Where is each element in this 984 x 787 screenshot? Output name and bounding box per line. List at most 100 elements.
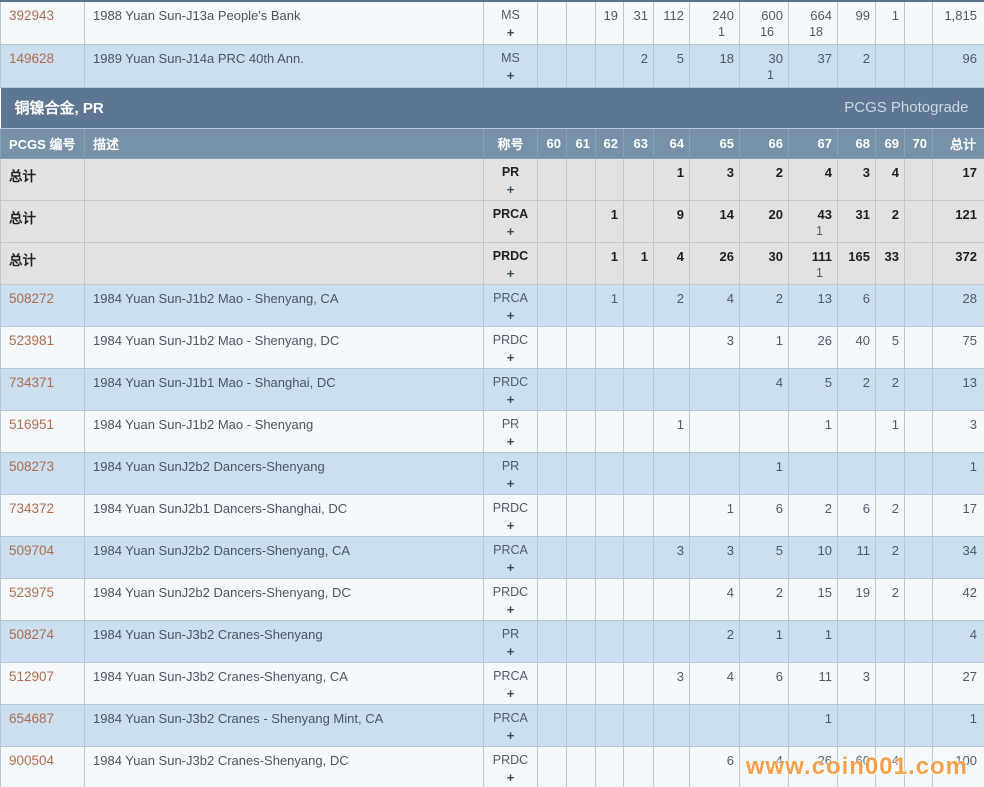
coin-description [84, 157, 484, 201]
grade-67-cell: 1 [788, 703, 838, 747]
grade-68-cell [837, 619, 876, 663]
plus-designation-label: + [506, 67, 515, 83]
table-row: 392943 1988 Yuan Sun-J13a People's Bank … [0, 0, 984, 45]
grade-61-cell [566, 451, 596, 495]
grade-61-cell [566, 241, 596, 285]
grade-66-cell: 6 [739, 493, 789, 537]
grade-60-cell [537, 157, 567, 201]
designation-label: PRDC [492, 752, 529, 767]
grade-68-cell: 19 [837, 577, 876, 621]
grade-65-cell [689, 703, 740, 747]
grade-67-cell [788, 451, 838, 495]
photograde-label: PCGS Photograde [844, 99, 969, 116]
grade-70-cell [904, 451, 933, 495]
designation-label: PR [501, 458, 520, 473]
pcgs-number-link[interactable]: 392943 [0, 0, 85, 45]
grade-62-cell [595, 43, 624, 88]
pcgs-number-link[interactable]: 508273 [0, 451, 85, 495]
grade-61-cell [566, 157, 596, 201]
grade-68-cell: 60 [837, 745, 876, 787]
grade-63-cell: 31 [623, 0, 654, 45]
coin-description: 1984 Yuan SunJ2b2 Dancers-Shenyang, CA [84, 535, 484, 579]
grade-69-cell [875, 661, 905, 705]
grade-62-cell [595, 493, 624, 537]
grade-64-cell [653, 703, 690, 747]
grade-69-cell [875, 43, 905, 88]
grade-61-cell [566, 367, 596, 411]
plus-designation-label: + [506, 391, 515, 407]
plus-designation-label: + [506, 25, 515, 40]
grade-68-cell: 2 [837, 43, 876, 88]
grade-70-cell [904, 493, 933, 537]
pcgs-number-link[interactable]: 149628 [0, 43, 85, 88]
designation-cell: PRCA + [483, 661, 538, 705]
designation-cell: PRDC + [483, 241, 538, 285]
grade-67-cell: 43 1 [788, 199, 838, 243]
table-top-rows: 392943 1988 Yuan Sun-J13a People's Bank … [0, 0, 984, 88]
coin-description: 1984 Yuan SunJ2b2 Dancers-Shenyang, DC [84, 577, 484, 621]
grade-70-cell [904, 745, 933, 787]
header-grade-70: 70 [904, 127, 933, 159]
pcgs-number-link[interactable]: 509704 [0, 535, 85, 579]
plus-designation-label: + [506, 685, 515, 701]
pcgs-number-link[interactable]: 734371 [0, 367, 85, 411]
grade-62-cell [595, 535, 624, 579]
grade-66-cell [739, 703, 789, 747]
plus-designation-label: + [506, 769, 515, 785]
pcgs-number-link[interactable]: 523975 [0, 577, 85, 621]
designation-label: MS [501, 8, 520, 22]
row-total: 34 [932, 535, 984, 579]
grade-68-cell: 6 [837, 283, 876, 327]
row-total: 13 [932, 367, 984, 411]
table-row: 508273 1984 Yuan SunJ2b2 Dancers-Shenyan… [0, 451, 984, 495]
grade-61-cell [566, 535, 596, 579]
grade-67-cell: 26 [788, 745, 838, 787]
grade-68-cell: 11 [837, 535, 876, 579]
row-total: 1,815 [932, 0, 984, 45]
grade-69-cell: 33 [875, 241, 905, 285]
row-total: 17 [932, 157, 984, 201]
pcgs-number-link[interactable]: 508272 [0, 283, 85, 327]
grade-61-cell [566, 0, 596, 45]
grade-60-cell [537, 0, 567, 45]
grade-68-cell [837, 703, 876, 747]
pcgs-number-link[interactable]: 654687 [0, 703, 85, 747]
plus-designation-label: + [506, 517, 515, 533]
pcgs-number-link[interactable]: 512907 [0, 661, 85, 705]
designation-cell: PR + [483, 451, 538, 495]
coin-description: 1984 Yuan Sun-J1b2 Mao - Shenyang, CA [84, 283, 484, 327]
grade-63-cell [623, 157, 654, 201]
pcgs-number-link[interactable]: 516951 [0, 409, 85, 453]
row-total: 96 [932, 43, 984, 88]
coin-description: 1988 Yuan Sun-J13a People's Bank [84, 0, 484, 45]
row-total: 372 [932, 241, 984, 285]
grade-68-cell: 6 [837, 493, 876, 537]
row-total: 75 [932, 325, 984, 369]
row-total: 28 [932, 283, 984, 327]
grade-67-cell: 4 [788, 157, 838, 201]
pcgs-number-link[interactable]: 734372 [0, 493, 85, 537]
plus-designation-label: + [506, 559, 515, 575]
grade-67-cell: 11 [788, 661, 838, 705]
grade-67-cell: 26 [788, 325, 838, 369]
grade-65-cell [689, 409, 740, 453]
pcgs-number-link[interactable]: 508274 [0, 619, 85, 663]
grade-63-cell: 1 [623, 241, 654, 285]
grade-69-cell: 4 [875, 157, 905, 201]
grade-63-cell [623, 535, 654, 579]
row-total: 17 [932, 493, 984, 537]
grade-62-cell [595, 451, 624, 495]
section-header-row: 铜镍合金, PR PCGS Photograde [0, 87, 984, 129]
pcgs-number-link[interactable]: 900504 [0, 745, 85, 787]
grade-70-cell [904, 619, 933, 663]
coin-description: 1984 Yuan Sun-J3b2 Cranes-Shenyang, DC [84, 745, 484, 787]
grade-69-cell: 2 [875, 535, 905, 579]
designation-label: PRCA [493, 290, 528, 305]
grade-64-cell: 1 [653, 157, 690, 201]
pcgs-number-link[interactable]: 523981 [0, 325, 85, 369]
coin-description [84, 199, 484, 243]
grade-62-cell [595, 703, 624, 747]
grade-61-cell [566, 619, 596, 663]
grade-61-cell [566, 43, 596, 88]
